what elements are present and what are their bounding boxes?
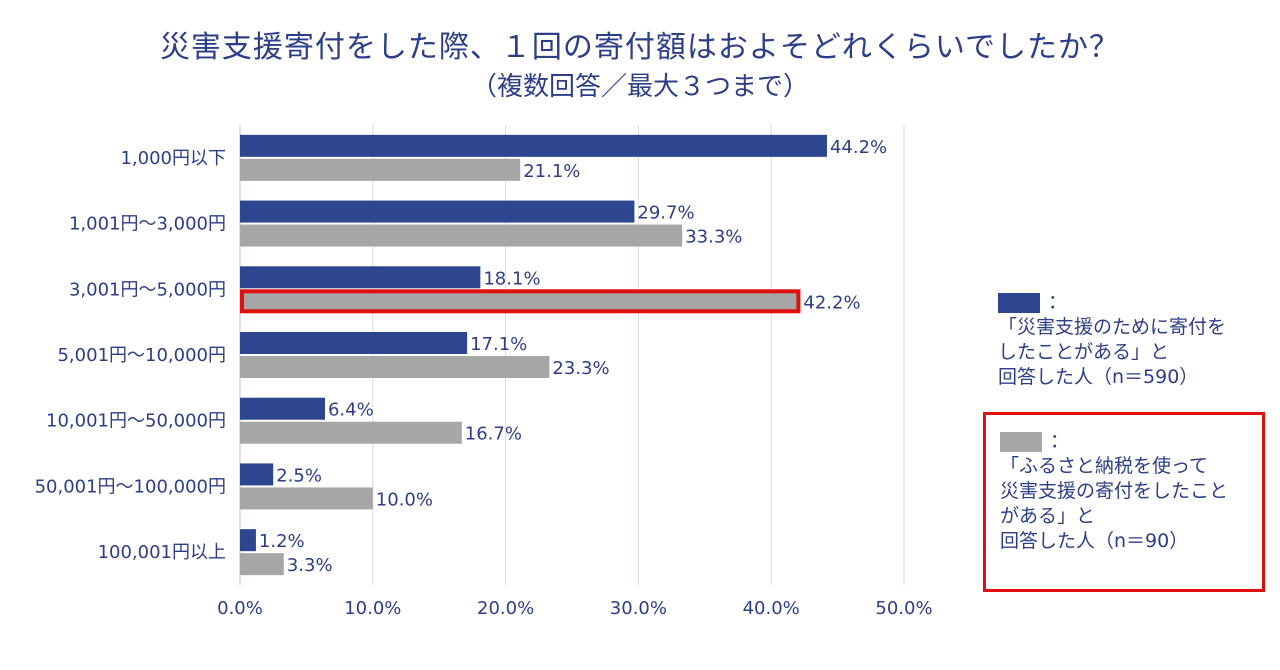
category-label: 10,001円〜50,000円: [46, 411, 226, 432]
category-label: 1,001円〜3,000円: [69, 214, 226, 235]
legend-label-series-1: 「災害支援のために寄付を したことがある」と 回答した人（n＝590）: [998, 316, 1227, 388]
bar-series-2: [240, 553, 284, 576]
data-label-series-2: 10.0%: [376, 489, 433, 510]
bar-series-2: [240, 158, 521, 181]
x-tick-label: 30.0%: [610, 598, 667, 619]
x-tick-label: 10.0%: [344, 598, 401, 619]
legend-swatch-series-1: [998, 292, 1040, 313]
data-label-series-2: 16.7%: [465, 424, 522, 445]
chart-title: 災害支援寄付をした際、１回の寄付額はおよそどれくらいでしたか？: [159, 30, 1121, 65]
legend-label-series-2: 「ふるさと納税を使って 災害支援の寄付をしたこと がある」と 回答した人（n＝9…: [1000, 455, 1229, 552]
data-label-series-2: 33.3%: [685, 227, 742, 248]
data-label-series-1: 29.7%: [637, 203, 694, 224]
category-label: 50,001円〜100,000円: [35, 476, 226, 497]
chart-subtitle: （複数回答／最大３つまで）: [470, 72, 809, 102]
data-label-series-1: 17.1%: [470, 334, 527, 355]
bar-series-2: [240, 421, 462, 444]
x-tick-label: 0.0%: [217, 598, 263, 619]
legend-entry-series-2: ： 「ふるさと納税を使って 災害支援の寄付をしたこと がある」と 回答した人（n…: [983, 412, 1265, 592]
data-label-series-2: 42.2%: [803, 292, 860, 313]
category-label: 3,001円〜5,000円: [69, 279, 226, 300]
bar-series-2: [240, 487, 373, 510]
data-label-series-1: 18.1%: [483, 268, 540, 289]
bar-series-1: [240, 397, 325, 420]
legend-swatch-series-2: [1000, 431, 1042, 452]
legend-marker: ：: [1050, 430, 1070, 452]
data-label-series-1: 6.4%: [328, 400, 374, 421]
bar-series-1: [240, 463, 274, 486]
bar-series-1: [240, 332, 468, 354]
highlight-outline: [240, 289, 801, 314]
legend-marker: ：: [1048, 291, 1068, 313]
x-tick-label: 40.0%: [743, 598, 800, 619]
bar-series-1: [240, 266, 481, 289]
category-label: 100,001円以上: [98, 542, 226, 563]
bar-series-1: [240, 200, 635, 223]
bar-series-2: [240, 290, 801, 313]
data-label-series-2: 21.1%: [523, 161, 580, 182]
bar-series-1: [240, 134, 827, 157]
data-label-series-1: 1.2%: [259, 531, 305, 552]
category-label: 1,000円以下: [120, 148, 226, 169]
x-tick-label: 20.0%: [477, 598, 534, 619]
legend-entry-series-1: ： 「災害支援のために寄付を したことがある」と 回答した人（n＝590）: [998, 290, 1258, 390]
bar-series-2: [240, 356, 550, 378]
bar-series-2: [240, 224, 683, 247]
data-label-series-2: 3.3%: [287, 555, 333, 576]
x-tick-label: 50.0%: [875, 598, 932, 619]
bar-series-1: [240, 529, 256, 552]
data-label-series-1: 44.2%: [830, 137, 887, 158]
data-label-series-1: 2.5%: [276, 465, 322, 486]
data-label-series-2: 23.3%: [552, 358, 609, 379]
category-label: 5,001円〜10,000円: [57, 345, 226, 366]
